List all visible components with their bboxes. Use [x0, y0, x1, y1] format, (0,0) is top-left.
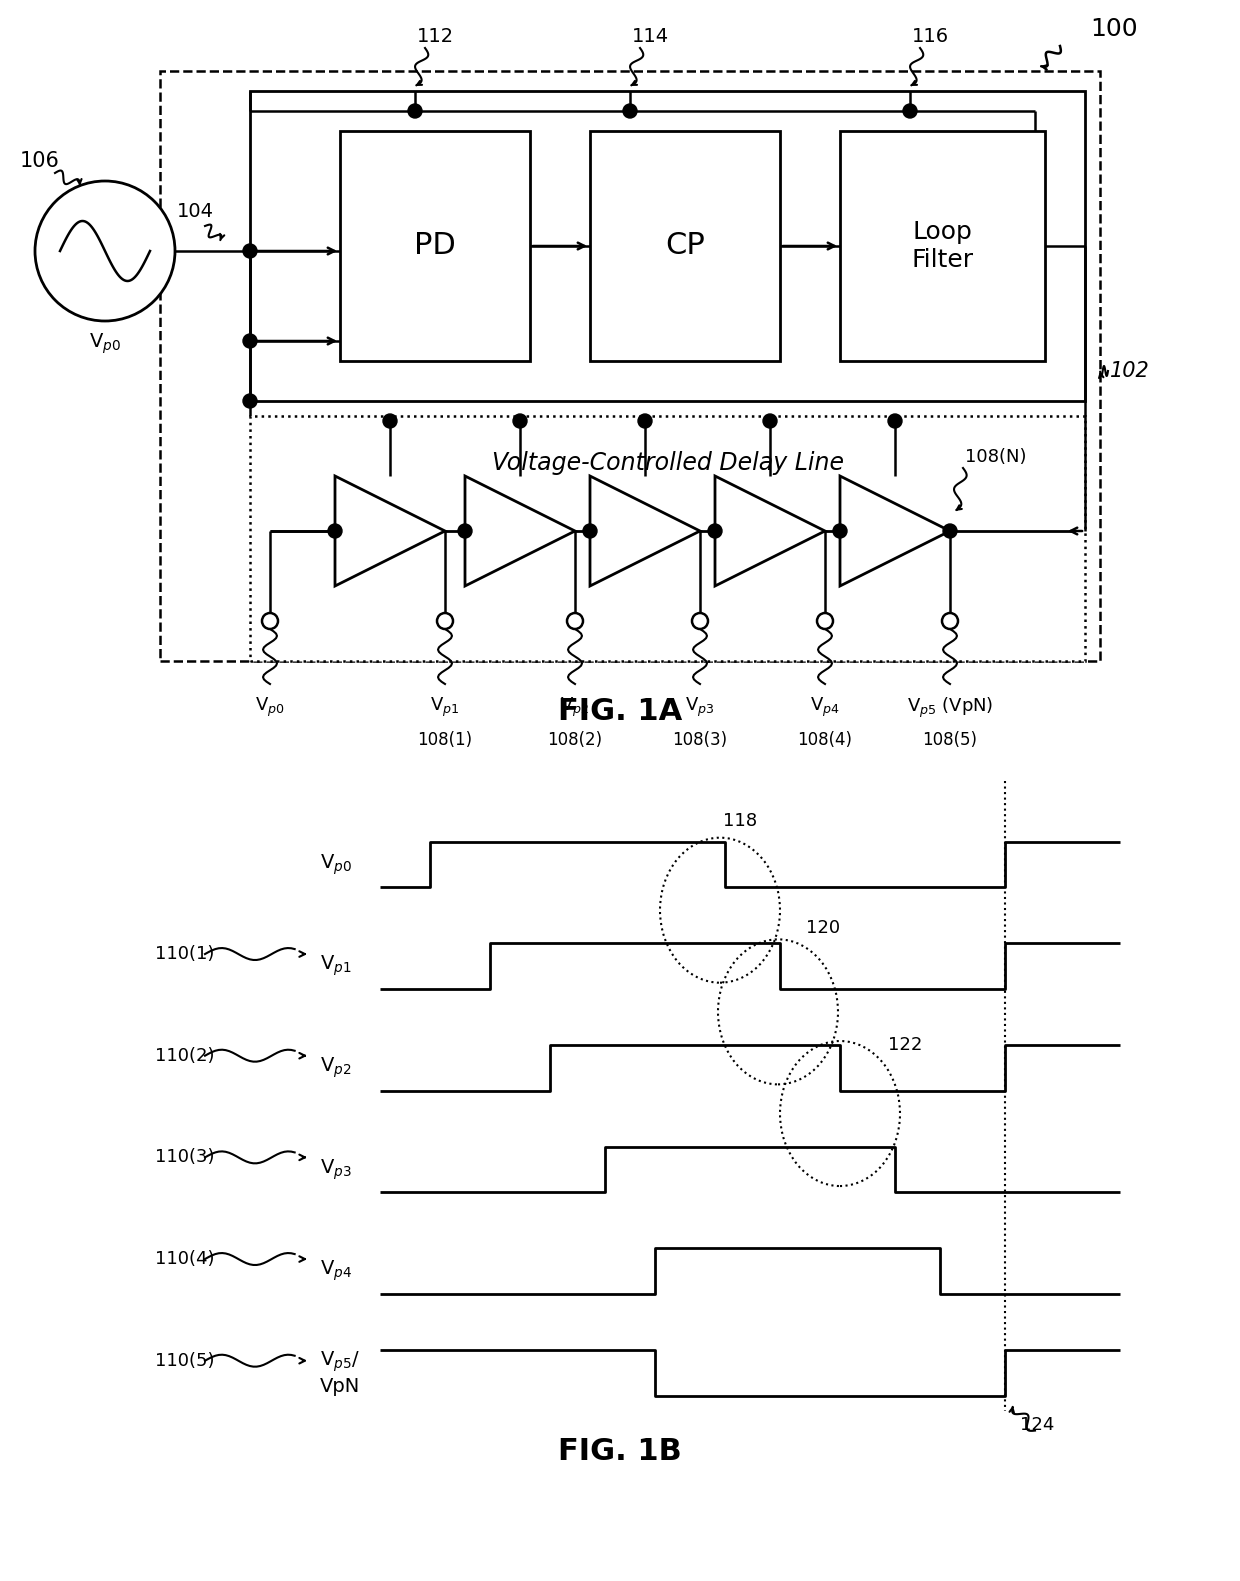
Text: 110(3): 110(3) [155, 1148, 215, 1167]
Bar [839, 131, 1045, 360]
Circle shape [383, 414, 397, 428]
Text: 106: 106 [20, 152, 60, 171]
Text: V$_{p2}$: V$_{p2}$ [320, 1056, 351, 1080]
Circle shape [35, 180, 175, 321]
Circle shape [942, 613, 959, 629]
Bar [250, 92, 1085, 402]
Text: 122: 122 [888, 1036, 923, 1053]
Circle shape [436, 613, 453, 629]
Circle shape [329, 523, 342, 538]
Circle shape [243, 243, 257, 258]
Text: 112: 112 [417, 27, 454, 46]
Text: V$_{p1}$: V$_{p1}$ [430, 696, 460, 719]
Text: V$_{p0}$: V$_{p0}$ [255, 696, 285, 719]
Circle shape [583, 523, 596, 538]
Text: Voltage-Controlled Delay Line: Voltage-Controlled Delay Line [491, 451, 843, 474]
Text: V$_{p4}$: V$_{p4}$ [810, 696, 839, 719]
Text: 118: 118 [723, 813, 758, 830]
Circle shape [888, 414, 901, 428]
Text: V$_{p5}$/
VpN: V$_{p5}$/ VpN [320, 1350, 361, 1396]
Text: V$_{p0}$: V$_{p0}$ [320, 852, 352, 876]
Circle shape [262, 613, 278, 629]
Text: 108(2): 108(2) [547, 730, 603, 749]
Text: 108(4): 108(4) [797, 730, 853, 749]
Circle shape [833, 523, 847, 538]
Text: CP: CP [665, 231, 704, 261]
Text: V$_{p3}$: V$_{p3}$ [686, 696, 714, 719]
Circle shape [763, 414, 777, 428]
Circle shape [903, 104, 918, 119]
Bar [160, 71, 1100, 661]
Text: 116: 116 [911, 27, 949, 46]
Polygon shape [590, 476, 701, 587]
Circle shape [942, 523, 957, 538]
Text: 110(5): 110(5) [155, 1352, 215, 1369]
Text: FIG. 1B: FIG. 1B [558, 1437, 682, 1466]
Text: 104: 104 [176, 202, 213, 221]
Circle shape [243, 394, 257, 408]
Text: 108(N): 108(N) [965, 447, 1027, 466]
Text: Loop
Filter: Loop Filter [911, 220, 973, 272]
Text: V$_{p5}$ (VpN): V$_{p5}$ (VpN) [906, 696, 993, 721]
Text: 120: 120 [806, 919, 839, 938]
Text: V$_{p1}$: V$_{p1}$ [320, 953, 352, 979]
Polygon shape [465, 476, 575, 587]
Text: 102: 102 [1110, 360, 1149, 381]
Polygon shape [335, 476, 445, 587]
Bar [250, 416, 1085, 661]
Text: 100: 100 [1090, 17, 1137, 41]
Text: 108(1): 108(1) [418, 730, 472, 749]
Text: V$_{p3}$: V$_{p3}$ [320, 1157, 352, 1181]
Text: V$_{p2}$: V$_{p2}$ [560, 696, 589, 719]
Text: V$_{p4}$: V$_{p4}$ [320, 1258, 352, 1284]
Text: PD: PD [414, 231, 456, 261]
Text: 110(2): 110(2) [155, 1047, 215, 1064]
Text: FIG. 1A: FIG. 1A [558, 697, 682, 726]
Circle shape [692, 613, 708, 629]
Text: 108(3): 108(3) [672, 730, 728, 749]
Text: 108(5): 108(5) [923, 730, 977, 749]
Text: V$_{p0}$: V$_{p0}$ [89, 330, 122, 356]
Text: 124: 124 [1021, 1415, 1054, 1434]
Circle shape [639, 414, 652, 428]
Circle shape [622, 104, 637, 119]
Circle shape [513, 414, 527, 428]
Circle shape [408, 104, 422, 119]
Text: 110(1): 110(1) [155, 945, 215, 963]
Text: 110(4): 110(4) [155, 1251, 215, 1268]
Circle shape [243, 334, 257, 348]
Polygon shape [715, 476, 825, 587]
Bar [340, 131, 529, 360]
Bar [590, 131, 780, 360]
Circle shape [458, 523, 472, 538]
Text: 114: 114 [631, 27, 668, 46]
Circle shape [567, 613, 583, 629]
Circle shape [817, 613, 833, 629]
Polygon shape [839, 476, 950, 587]
Circle shape [708, 523, 722, 538]
